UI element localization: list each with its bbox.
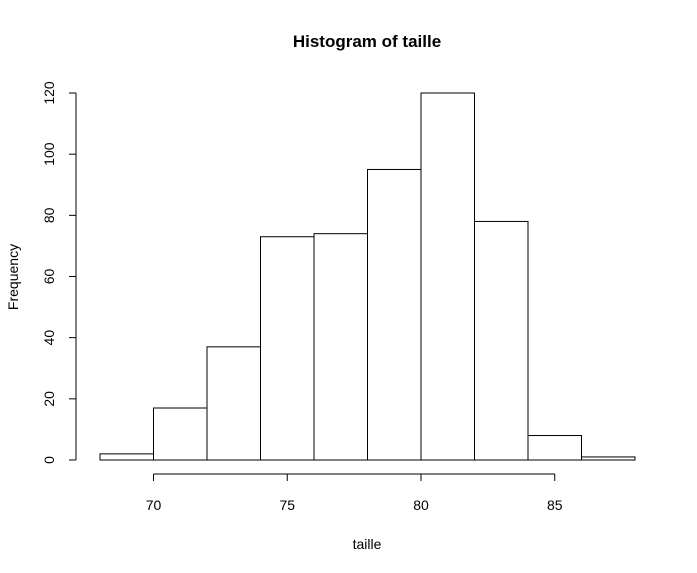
y-axis-label: Frequency bbox=[5, 244, 21, 310]
histogram-bar bbox=[420, 92, 475, 461]
bars-group bbox=[99, 92, 636, 461]
x-tick-label: 85 bbox=[547, 497, 563, 513]
x-axis-label: taille bbox=[353, 536, 382, 552]
histogram-bar bbox=[313, 233, 368, 461]
x-tick-label: 75 bbox=[279, 497, 295, 513]
x-tick-label: 80 bbox=[413, 497, 429, 513]
y-axis: 0 20 40 60 80 100 120 bbox=[41, 81, 77, 464]
histogram-bar bbox=[99, 453, 154, 461]
histogram-bar bbox=[367, 168, 422, 461]
histogram-bar bbox=[581, 456, 636, 461]
y-tick-label: 0 bbox=[41, 456, 57, 464]
y-tick-label: 60 bbox=[41, 269, 57, 285]
y-tick-label: 120 bbox=[41, 81, 57, 105]
y-tick-label: 20 bbox=[41, 391, 57, 407]
y-tick-label: 40 bbox=[41, 330, 57, 346]
histogram-bar bbox=[206, 346, 261, 461]
histogram-bar bbox=[260, 236, 315, 461]
histogram-bar bbox=[527, 435, 582, 461]
x-tick-label: 70 bbox=[146, 497, 162, 513]
y-tick-label: 100 bbox=[41, 142, 57, 166]
histogram-bar bbox=[474, 220, 529, 461]
histogram-bar bbox=[153, 407, 208, 461]
chart-title: Histogram of taille bbox=[293, 32, 441, 51]
x-axis: 70 75 80 85 bbox=[146, 473, 563, 513]
y-tick-label: 80 bbox=[41, 207, 57, 223]
